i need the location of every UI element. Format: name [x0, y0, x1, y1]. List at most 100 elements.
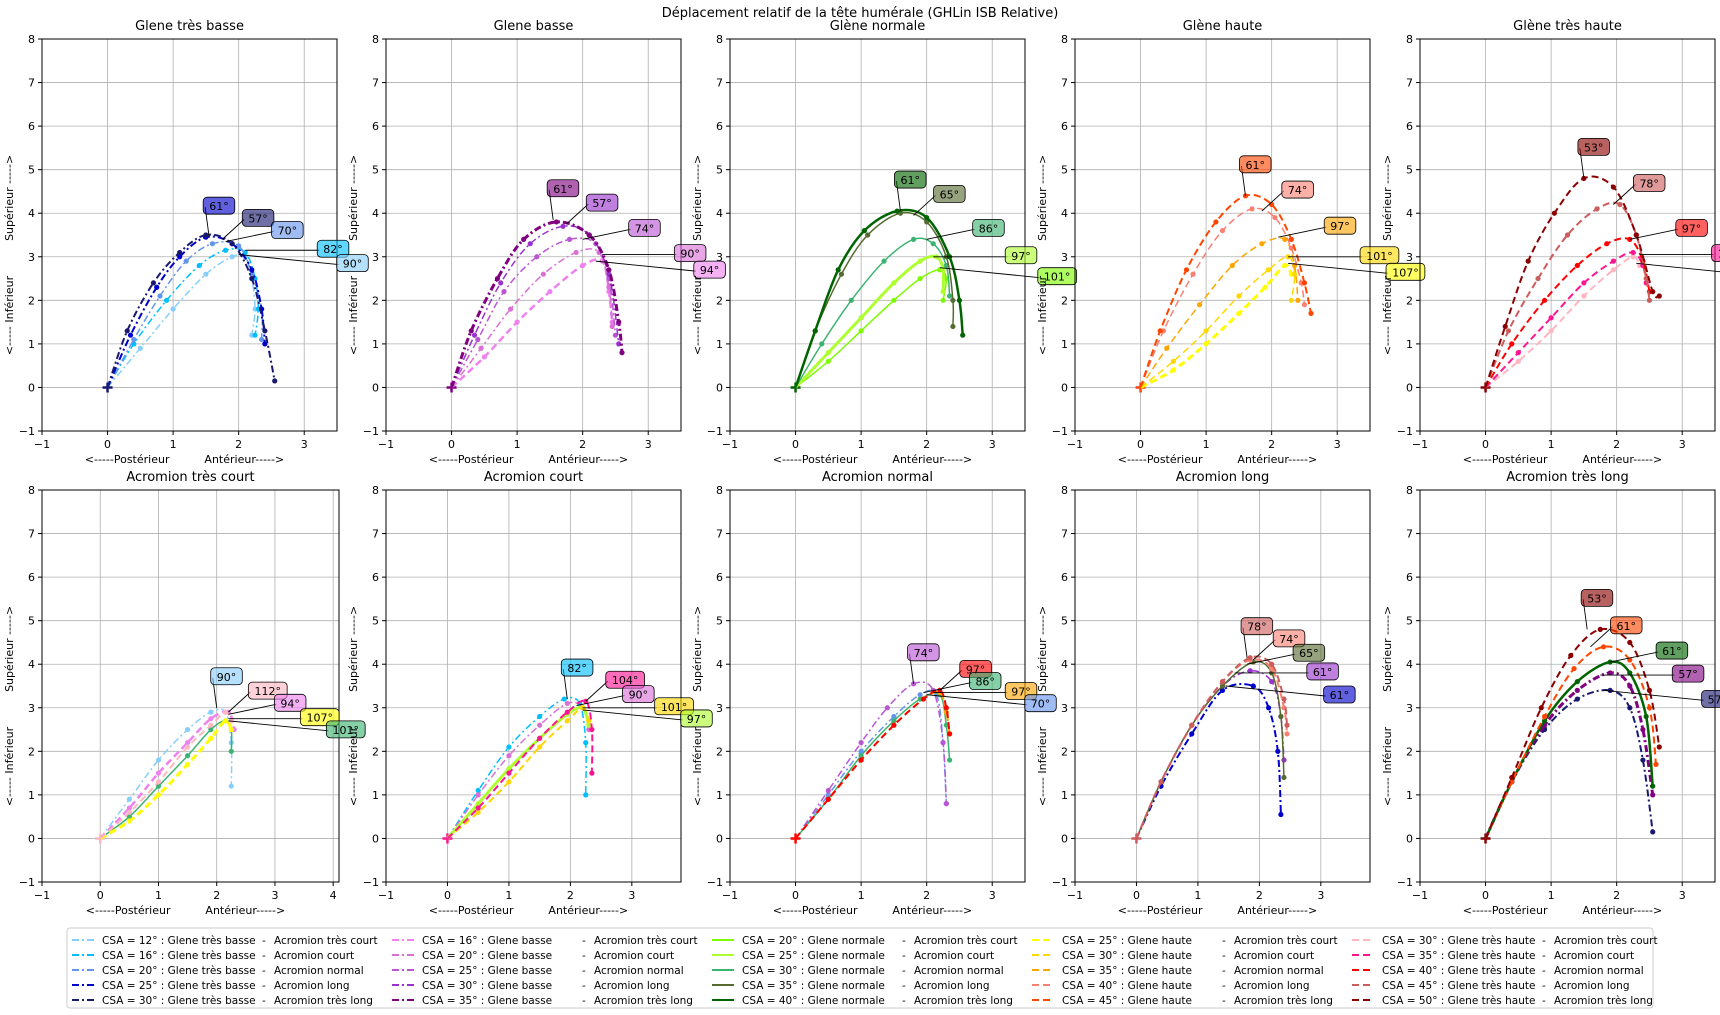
callout-box [1037, 267, 1077, 286]
data-point [222, 709, 229, 715]
y-tick-label: 5 [1061, 615, 1068, 628]
y-tick-label: 1 [28, 338, 35, 351]
data-point [259, 336, 265, 343]
legend-entry: CSA = 12° : Glene très basse [102, 935, 256, 947]
data-point [155, 792, 162, 798]
callout-label: 74° [635, 222, 655, 235]
y-tick-label: 4 [28, 207, 35, 220]
data-point [1265, 705, 1272, 711]
x-tick-label: 3 [1317, 889, 1324, 902]
y-tick-label: 5 [1061, 164, 1068, 177]
x-tick-label: −1 [722, 438, 738, 451]
data-point [137, 345, 143, 351]
callout-box [1711, 244, 1720, 262]
axes-frame [385, 38, 682, 432]
legend-dash-marker: - [582, 980, 586, 992]
series-line [1484, 175, 1660, 388]
figure-legend: CSA = 12° : Glene très basse - Acromion tr… [66, 927, 1658, 1009]
callout-label: 101° [1366, 250, 1393, 263]
y-tick-label: −1 [1052, 425, 1068, 438]
legend-entry: Acromion court [594, 950, 674, 962]
y-tick-label: 2 [716, 294, 723, 307]
y-tick-label: 3 [1406, 251, 1413, 264]
data-point [1607, 687, 1613, 693]
data-point [1157, 328, 1163, 334]
data-point [1627, 639, 1633, 646]
series-line [450, 220, 624, 388]
data-point [1509, 341, 1515, 347]
callout-box [1272, 629, 1306, 648]
data-point [475, 801, 481, 807]
callout-label: 86° [979, 222, 999, 235]
subplot-2: −1 0 1 2 3 −1 0 1 2 3 4 5 6 7 8 Glene basse <-----Postér… [347, 19, 726, 466]
legend-entry: CSA = 30° : Glene haute [1062, 950, 1192, 962]
data-point [1574, 679, 1580, 685]
callout-label: 90° [217, 671, 237, 684]
data-point [1627, 670, 1633, 676]
callout-box [1281, 180, 1314, 199]
y-tick-label: 3 [716, 702, 723, 715]
data-point [950, 297, 956, 303]
y-tick-label: 1 [716, 789, 723, 802]
subplot-grid: −1 0 1 2 3 −1 0 1 2 3 4 5 6 7 8 Glene très basse <-----P… [3, 19, 1720, 917]
series-line [1135, 660, 1285, 839]
y-tick-label: 8 [28, 33, 35, 46]
data-point [1189, 731, 1195, 737]
legend-dash-marker: - [582, 935, 586, 947]
legend-dash-marker: - [1542, 950, 1546, 962]
origin-marker [102, 382, 113, 393]
series-line [1484, 689, 1654, 839]
callout-box [1292, 643, 1326, 662]
x-tick-label: −1 [378, 438, 394, 451]
data-point [481, 354, 487, 360]
legend-entry: CSA = 40° : Glene très haute [1382, 965, 1535, 977]
origin-marker [790, 833, 801, 844]
callout-label: 78° [1639, 178, 1659, 191]
callout-label: 94° [280, 697, 300, 710]
data-point [1627, 683, 1633, 689]
series-line [1135, 655, 1288, 839]
data-point [865, 232, 871, 238]
data-point [891, 280, 897, 286]
data-point [910, 236, 917, 242]
data-point [184, 740, 191, 746]
callout-line [1246, 653, 1296, 665]
data-point [228, 748, 234, 754]
data-point [825, 792, 831, 798]
data-point [1610, 258, 1616, 264]
data-point [812, 328, 818, 334]
x-tick-label: 3 [628, 889, 635, 902]
callout-box [1239, 155, 1272, 174]
callout-line [1278, 226, 1327, 238]
y-tick-label: 2 [1406, 745, 1413, 758]
y-tick-label: −1 [1397, 425, 1413, 438]
data-point [127, 332, 134, 338]
x-tick-label: −1 [34, 438, 50, 451]
data-point [1196, 302, 1203, 308]
subplot-title: Glene très basse [135, 19, 244, 34]
data-point [819, 341, 825, 347]
callout-label: 90° [629, 689, 649, 702]
data-point [1219, 683, 1226, 689]
data-point [583, 740, 589, 746]
subplot-title: Acromion normal [822, 470, 933, 485]
legend-entry: CSA = 45° : Glene haute [1062, 995, 1192, 1007]
legend-dash-marker: - [1222, 950, 1226, 962]
data-point [478, 345, 484, 351]
legend-dash-marker: - [902, 980, 906, 992]
data-point [858, 757, 864, 763]
subplot-title: Glène haute [1183, 19, 1263, 34]
data-point [506, 779, 512, 785]
legend-entry: CSA = 40° : Glene haute [1062, 980, 1192, 992]
callout-label: 101° [333, 724, 360, 737]
callout-line [1252, 639, 1276, 661]
legend-entry: Acromion long [274, 980, 350, 992]
legend-entry: CSA = 25° : Glene basse [422, 965, 552, 977]
data-point [1650, 829, 1656, 835]
callout-line [565, 203, 589, 225]
x-tick-label: 2 [923, 889, 930, 902]
data-point [1548, 315, 1554, 321]
data-point [1278, 811, 1284, 818]
y-tick-label: 3 [1061, 702, 1068, 715]
data-point [1607, 670, 1613, 676]
